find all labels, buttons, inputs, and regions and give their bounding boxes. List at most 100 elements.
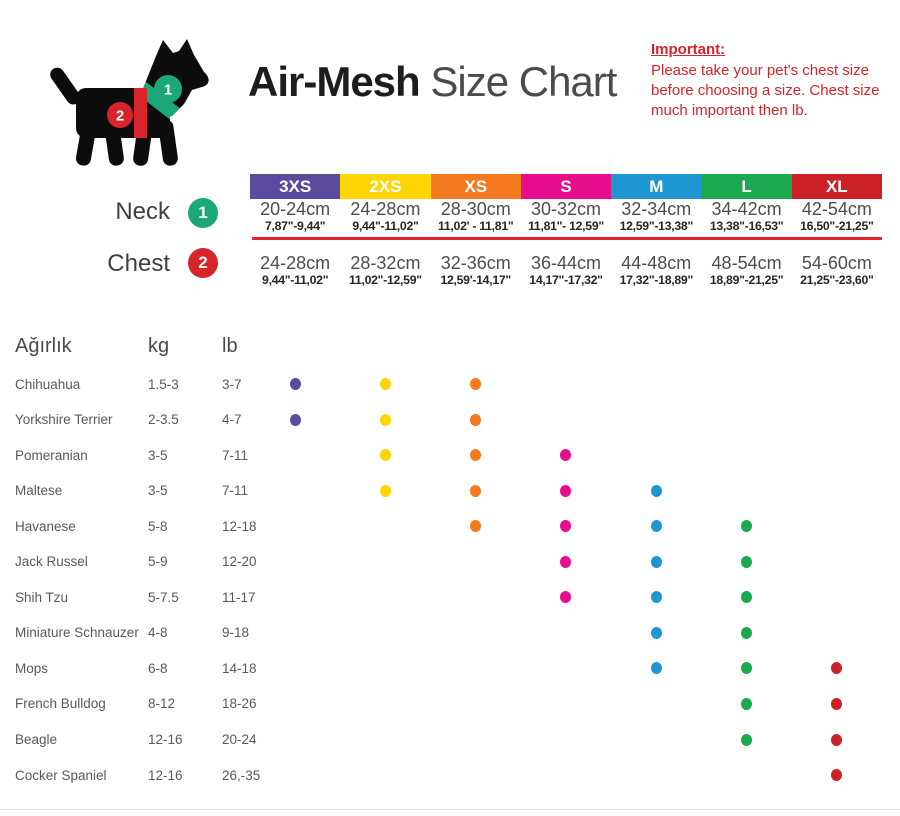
dot-cell-xs (431, 553, 521, 570)
dot-cell-s (521, 624, 611, 641)
size-dot-xl (831, 697, 843, 710)
size-header-cell-xl: XL (791, 174, 882, 199)
breed-lb-value: 26,-35 (222, 767, 261, 783)
dot-cell-s (521, 376, 611, 393)
dot-cell-l (701, 767, 791, 784)
dot-cell-2xs (340, 731, 430, 748)
neck-cm-xl: 42-54cm (801, 199, 872, 219)
dot-cell-2xs (340, 518, 430, 535)
dot-cell-3xs (250, 624, 340, 641)
dot-cell-s (521, 482, 611, 499)
breed-lb-value: 12-20 (222, 554, 257, 570)
size-dot-m (650, 591, 662, 604)
chest-inches-3xs: 9,44"-11,02" (262, 273, 329, 287)
chest-value-xl: 54-60cm 21,25"-23,60" (792, 254, 882, 288)
dot-cell-s (521, 695, 611, 712)
dog-harness-logo: 1 2 (50, 39, 209, 166)
dot-cell-3xs (250, 553, 340, 570)
breed-name: Cocker Spaniel (15, 767, 107, 783)
dot-cell-m (611, 767, 701, 784)
page-title-rest: Size Chart (419, 58, 617, 105)
size-dot-xs (470, 378, 482, 390)
dot-cell-m (611, 589, 701, 606)
dot-cell-s (521, 660, 611, 677)
dot-cell-xs (431, 660, 521, 677)
dot-cell-xl (792, 660, 882, 677)
neck-cm-xs: 28-30cm (440, 199, 511, 219)
neck-inches-2xs: 9,44"-11,02" (352, 219, 419, 233)
size-header-cell-xs: XS (430, 174, 521, 199)
chest-inches-2xs: 11,02"-12,59" (349, 273, 422, 287)
breed-row: Havanese 5-8 12-18 (0, 518, 900, 535)
size-dot-xs (470, 413, 482, 426)
logo-neck-marker-number: 1 (164, 82, 172, 99)
breed-lb-value: 11-17 (222, 589, 256, 605)
important-body: Please take your pet's chest size before… (651, 61, 880, 119)
chest-cm-m: 44-48cm (621, 253, 692, 273)
breed-row: Mops 6-8 14-18 (0, 660, 900, 677)
breed-size-dots (250, 518, 882, 535)
dot-cell-3xs (250, 695, 340, 712)
size-header-cell-m: M (611, 174, 702, 199)
dot-cell-xl (792, 411, 882, 428)
dot-cell-xl (792, 624, 882, 641)
dot-cell-m (611, 376, 701, 393)
size-dot-s (560, 520, 572, 533)
size-dot-2xs (379, 449, 391, 462)
dot-cell-xl (792, 553, 882, 570)
dot-cell-2xs (340, 767, 430, 784)
breed-lb-value: 7-11 (222, 447, 249, 463)
dot-cell-s (521, 411, 611, 428)
size-dot-xs (470, 484, 482, 497)
dot-cell-m (611, 731, 701, 748)
dot-cell-xl (792, 447, 882, 464)
neck-inches-xs: 11,02' - 11,81" (438, 219, 514, 233)
dot-cell-l (701, 695, 791, 712)
size-dot-2xs (379, 484, 391, 497)
dog-silhouette (50, 39, 209, 166)
breed-row: Cocker Spaniel 12-16 26,-35 (0, 767, 900, 784)
breed-kg-value: 5-8 (148, 518, 168, 534)
page-title: Air-Mesh Size Chart (248, 58, 617, 106)
chest-row-label: Chest (107, 250, 170, 277)
neck-inches-m: 12,59"-13,38" (619, 219, 694, 233)
breed-kg-value: 3-5 (148, 483, 168, 499)
neck-value-2xs: 24-28cm 9,44"-11,02" (340, 200, 430, 234)
dot-cell-s (521, 553, 611, 570)
logo-neck-marker-circle (154, 75, 182, 103)
breed-name: Beagle (15, 732, 58, 747)
neck-row-label: Neck (115, 198, 170, 225)
neck-chest-divider (252, 237, 882, 240)
logo-chest-marker-circle (107, 102, 133, 128)
chest-cm-s: 36-44cm (530, 253, 601, 273)
breed-row: Chihuahua 1.5-3 3-7 (0, 376, 900, 393)
chest-badge: 2 (188, 248, 218, 278)
size-header-cell-s: S (520, 174, 612, 199)
dot-cell-m (611, 660, 701, 677)
breed-size-dots (250, 660, 882, 677)
breed-kg-value: 1.5-3 (148, 376, 179, 392)
breed-lb-value: 12-18 (222, 518, 257, 534)
size-dot-l (741, 662, 753, 675)
dot-cell-m (611, 695, 701, 712)
breed-size-dots (250, 767, 882, 784)
breed-row: Maltese 3-5 7-11 (0, 482, 900, 499)
dot-cell-2xs (340, 660, 430, 677)
dot-cell-xl (792, 695, 882, 712)
dot-cell-l (701, 660, 791, 677)
breed-kg-value: 6-8 (148, 660, 168, 676)
size-dot-l (741, 591, 753, 604)
chest-inches-xs: 12,59'-14,17" (440, 273, 511, 287)
chest-cm-xl: 54-60cm (801, 253, 872, 273)
neck-value-3xs: 20-24cm 7,87"-9,44" (250, 200, 340, 234)
neck-values-row: 20-24cm 7,87"-9,44" 24-28cm 9,44"-11,02" 28-… (250, 200, 882, 234)
size-dot-m (650, 626, 662, 639)
dot-cell-xs (431, 624, 521, 641)
size-header-cell-3xs: 3XS (250, 174, 341, 199)
neck-cm-l: 34-42cm (711, 199, 782, 219)
breed-name: Yorkshire Terrier (15, 412, 113, 428)
dot-cell-xs (431, 767, 521, 784)
size-dot-l (741, 626, 753, 639)
chest-value-m: 44-48cm 17,32"-18,89" (611, 254, 701, 288)
